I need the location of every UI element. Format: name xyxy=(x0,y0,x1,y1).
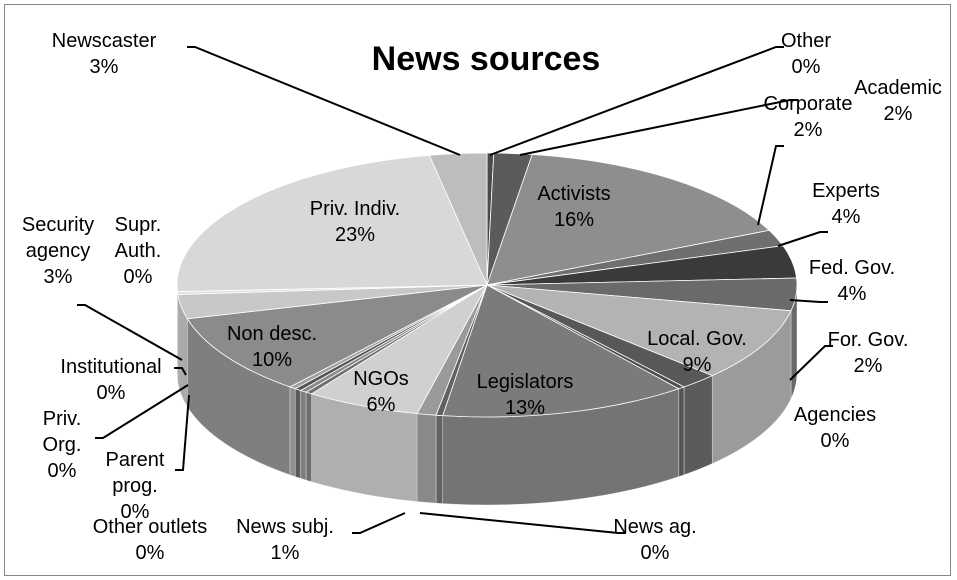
slice-legislators xyxy=(442,284,680,418)
leader-lines xyxy=(77,46,833,534)
slice-name-local-gov-: Local. Gov. xyxy=(647,328,747,350)
slice-label-experts: Experts 4% xyxy=(812,180,880,228)
slice-name-security-agency: agency xyxy=(26,240,91,262)
slice-value-institutional: 0% xyxy=(97,382,126,404)
slice-activists xyxy=(486,153,771,286)
slice-label-other: Other 0% xyxy=(781,30,831,78)
slice-name-newscaster: Newscaster xyxy=(52,30,157,52)
slice-value-legislators: 13% xyxy=(505,397,545,419)
leader-line-security-agency xyxy=(77,304,183,361)
leader-line-for-gov- xyxy=(789,345,833,381)
slice-label-parent-prog-: Parent prog. 0% xyxy=(106,449,165,523)
slice-value-fed-gov-: 4% xyxy=(838,283,867,305)
pie-top-face xyxy=(176,152,798,418)
leader-line-academic xyxy=(519,99,798,156)
slice-name-security-agency: Security xyxy=(22,214,94,236)
slice-value-ngos: 6% xyxy=(367,394,396,416)
slice-value-other-outlets: 0% xyxy=(136,542,165,564)
slice-label-for-gov-: For. Gov. 2% xyxy=(828,329,909,377)
slice-name-activists: Activists xyxy=(537,183,610,205)
leader-line-parent-prog- xyxy=(175,394,190,471)
slice-value-news-ag-: 0% xyxy=(641,542,670,564)
slice-name-priv-org-: Org. xyxy=(43,434,82,456)
slice-label-legislators: Legislators 13% xyxy=(477,371,574,419)
slice-priv-indiv- xyxy=(176,154,488,292)
slice-label-supr-auth-: Supr. Auth. 0% xyxy=(115,214,162,288)
slice-label-other-outlets: Other outlets 0% xyxy=(93,516,208,564)
slice-name-supr-auth-: Auth. xyxy=(115,240,162,262)
slice-name-for-gov-: For. Gov. xyxy=(828,329,909,351)
slice-label-non-desc-: Non desc. 10% xyxy=(227,323,317,371)
slice-name-priv-org-: Priv. xyxy=(43,408,82,430)
slice-name-academic: Academic xyxy=(854,77,942,99)
slice-label-academic: Academic 2% xyxy=(854,77,942,125)
slice-name-non-desc-: Non desc. xyxy=(227,323,317,345)
slice-value-other: 0% xyxy=(792,56,821,78)
leader-line-experts xyxy=(777,231,828,247)
slice-name-experts: Experts xyxy=(812,180,880,202)
slice-label-fed-gov-: Fed. Gov. 4% xyxy=(809,257,895,305)
slice-name-agencies: Agencies xyxy=(794,404,876,426)
slice-value-non-desc-: 10% xyxy=(252,349,292,371)
leader-line-fed-gov- xyxy=(789,299,828,303)
slice-label-security-agency: Security agency 3% xyxy=(22,214,94,288)
slice-name-other: Other xyxy=(781,30,831,52)
slice-value-academic: 2% xyxy=(884,103,913,125)
leader-line-news-ag- xyxy=(419,512,626,534)
slice-value-newscaster: 3% xyxy=(90,56,119,78)
leader-line-priv-org- xyxy=(95,384,189,439)
slice-name-legislators: Legislators xyxy=(477,371,574,393)
slice-labels: Other 0% Academic 2% Activists 16% Corporate 2%… xyxy=(22,30,942,564)
leader-line-newscaster xyxy=(187,46,461,156)
slice-value-experts: 4% xyxy=(832,206,861,228)
slice-label-priv-org-: Priv. Org. 0% xyxy=(43,408,82,482)
slice-label-institutional: Institutional 0% xyxy=(60,356,161,404)
slice-label-corporate: Corporate 2% xyxy=(764,93,853,141)
slice-name-priv-indiv-: Priv. Indiv. xyxy=(310,198,400,220)
slice-name-other-outlets: Other outlets xyxy=(93,516,208,538)
slice-label-local-gov-: Local. Gov. 9% xyxy=(647,328,747,376)
slice-value-for-gov-: 2% xyxy=(854,355,883,377)
slice-name-corporate: Corporate xyxy=(764,93,853,115)
slice-label-priv-indiv-: Priv. Indiv. 23% xyxy=(310,198,400,246)
leader-line-other xyxy=(489,46,784,156)
pie-side-wall xyxy=(176,284,798,506)
slice-name-fed-gov-: Fed. Gov. xyxy=(809,257,895,279)
slice-label-newscaster: Newscaster 3% xyxy=(52,30,157,78)
slice-name-ngos: NGOs xyxy=(353,368,409,390)
slice-label-ngos: NGOs 6% xyxy=(353,368,409,416)
slice-value-supr-auth-: 0% xyxy=(124,266,153,288)
slice-value-corporate: 2% xyxy=(794,119,823,141)
slice-value-priv-org-: 0% xyxy=(48,460,77,482)
leader-line-news-subj- xyxy=(352,512,406,534)
slice-name-news-ag-: News ag. xyxy=(613,516,696,538)
slice-name-news-subj-: News subj. xyxy=(236,516,334,538)
slice-label-news-subj-: News subj. 1% xyxy=(236,516,334,564)
slice-name-parent-prog-: prog. xyxy=(112,475,158,497)
leader-line-corporate xyxy=(757,145,784,226)
slice-value-agencies: 0% xyxy=(821,430,850,452)
slice-local-gov- xyxy=(486,284,792,377)
slice-name-supr-auth-: Supr. xyxy=(115,214,162,236)
side-shading xyxy=(177,285,797,505)
slice-value-security-agency: 3% xyxy=(44,266,73,288)
slice-value-activists: 16% xyxy=(554,209,594,231)
chart-title: News sources xyxy=(372,40,601,78)
leader-line-institutional xyxy=(174,367,187,376)
slice-value-news-subj-: 1% xyxy=(271,542,300,564)
slice-value-priv-indiv-: 23% xyxy=(335,224,375,246)
slice-value-local-gov-: 9% xyxy=(683,354,712,376)
slice-label-activists: Activists 16% xyxy=(537,183,610,231)
slice-name-parent-prog-: Parent xyxy=(106,449,165,471)
slice-value-parent-prog-: 0% xyxy=(121,501,150,523)
slice-name-institutional: Institutional xyxy=(60,356,161,378)
slice-label-news-ag-: News ag. 0% xyxy=(613,516,696,564)
slice-label-agencies: Agencies 0% xyxy=(794,404,876,452)
